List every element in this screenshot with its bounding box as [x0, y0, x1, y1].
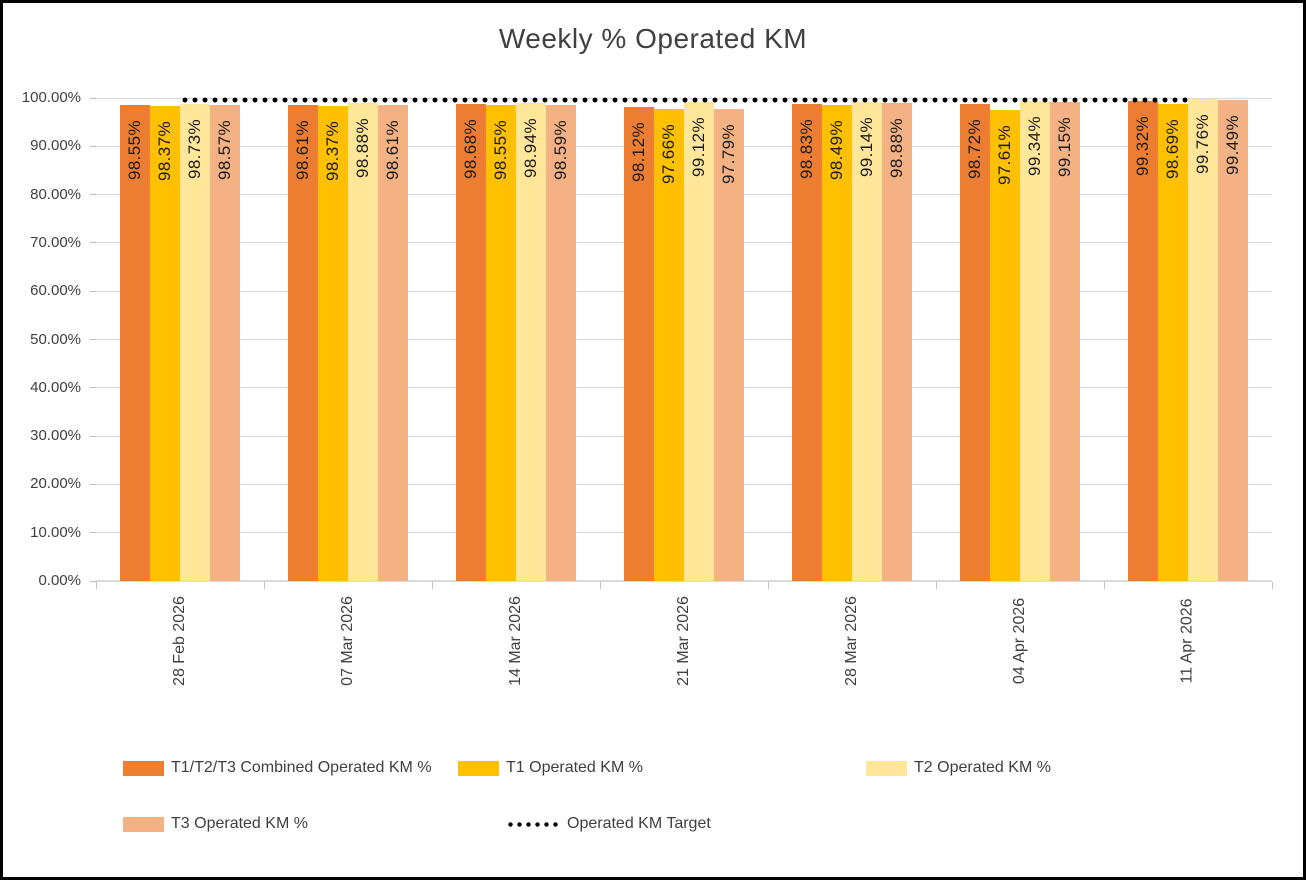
bar [714, 108, 744, 581]
x-axis-category-label: 04 Apr 2026 [936, 589, 1104, 693]
bar [1020, 101, 1050, 581]
y-axis-tick [90, 435, 96, 437]
bar [852, 102, 882, 581]
y-axis-tick-label: 60.00% [30, 282, 81, 300]
legend-swatch-t2-icon [866, 760, 907, 776]
y-axis-tick [90, 532, 96, 534]
x-axis-category-label-text: 11 Apr 2026 [1178, 598, 1196, 684]
bar [120, 105, 150, 581]
y-axis-tick [90, 97, 96, 99]
legend-label-t2: T2 Operated KM % [914, 759, 1051, 776]
x-axis-category-label: 28 Mar 2026 [768, 589, 936, 693]
bar [348, 103, 378, 581]
bar [990, 109, 1020, 581]
bar [882, 103, 912, 581]
bar [624, 107, 654, 581]
legend-dotted-line-icon [506, 821, 560, 827]
y-axis-tick-label: 70.00% [30, 233, 81, 251]
chart-title: Weekly % Operated KM [498, 23, 808, 54]
x-axis-category-label: 28 Feb 2026 [96, 589, 264, 693]
y-axis-tick [90, 194, 96, 196]
legend-swatch-combined-icon [123, 760, 164, 776]
bar [1050, 102, 1080, 581]
bar [546, 104, 576, 581]
x-axis-line [96, 580, 1272, 582]
bar [792, 103, 822, 581]
bar [318, 105, 348, 581]
x-axis-category-label-text: 04 Apr 2026 [1010, 597, 1028, 685]
legend-label-t3: T3 Operated KM % [171, 815, 308, 832]
bar [1128, 101, 1158, 581]
y-axis-tick-label: 100.00% [21, 89, 81, 106]
bar [1188, 99, 1218, 581]
y-axis-tick [90, 387, 96, 389]
legend-label-t1: T1 Operated KM % [506, 759, 643, 776]
x-axis-category-label: 14 Mar 2026 [432, 589, 600, 693]
y-axis-tick-label: 30.00% [30, 427, 81, 445]
x-axis-category-label-text: 28 Mar 2026 [843, 596, 860, 686]
y-axis-tick [90, 145, 96, 147]
bar [1158, 104, 1188, 581]
x-axis-category-label: 11 Apr 2026 [1104, 589, 1272, 693]
x-axis-category-label: 21 Mar 2026 [600, 589, 768, 693]
x-axis-category-label-text: 14 Mar 2026 [507, 596, 524, 686]
y-axis-tick [90, 483, 96, 485]
bar [150, 105, 180, 581]
x-axis-tick [263, 582, 265, 589]
x-axis-category-label-text: 07 Mar 2026 [339, 596, 356, 686]
bar [654, 109, 684, 581]
legend-swatch-t3-icon [123, 816, 164, 832]
legend-item-target: Operated KM Target [506, 815, 711, 833]
x-axis-tick [431, 582, 433, 589]
x-axis-category-label: 07 Mar 2026 [264, 589, 432, 693]
legend-item-combined: T1/T2/T3 Combined Operated KM % [123, 759, 432, 777]
legend-item-t3: T3 Operated KM % [123, 815, 308, 833]
x-axis-tick [1271, 582, 1273, 589]
bar [486, 105, 516, 581]
bar [684, 102, 714, 581]
y-axis-tick-label: 10.00% [30, 523, 81, 541]
legend-swatch-t1-icon [458, 760, 499, 776]
bar [960, 104, 990, 581]
bar [822, 105, 852, 581]
y-axis-tick [90, 580, 96, 582]
x-axis-category-label-text: 28 Feb 2026 [170, 596, 188, 686]
bar [516, 103, 546, 581]
legend-label-combined: T1/T2/T3 Combined Operated KM % [171, 759, 432, 776]
x-axis-tick [1103, 582, 1105, 589]
y-axis-tick-label: 40.00% [30, 378, 81, 396]
bar [210, 104, 240, 581]
bar [180, 104, 210, 581]
y-axis-tick-label: 50.00% [30, 330, 81, 348]
y-axis-tick [90, 339, 96, 340]
y-axis-tick-label: 80.00% [30, 185, 81, 203]
y-axis-tick-label: 90.00% [30, 137, 81, 155]
y-axis-tick [90, 290, 96, 292]
x-axis-tick [767, 582, 769, 589]
legend-item-t1: T1 Operated KM % [458, 759, 643, 777]
bar [456, 104, 486, 581]
bar [1218, 100, 1248, 581]
x-axis-category-label-text: 21 Mar 2026 [675, 596, 692, 686]
target-line [180, 97, 1188, 104]
x-axis-tick [95, 582, 97, 589]
x-axis-tick [935, 582, 937, 589]
legend-label-target: Operated KM Target [567, 815, 711, 832]
x-axis-tick [599, 582, 601, 589]
legend-item-t2: T2 Operated KM % [866, 759, 1051, 777]
y-axis-tick [90, 242, 96, 244]
bar [288, 104, 318, 581]
bar [378, 104, 408, 581]
y-axis-tick-label: 20.00% [30, 475, 81, 493]
y-axis-tick-label: 0.00% [38, 572, 81, 589]
